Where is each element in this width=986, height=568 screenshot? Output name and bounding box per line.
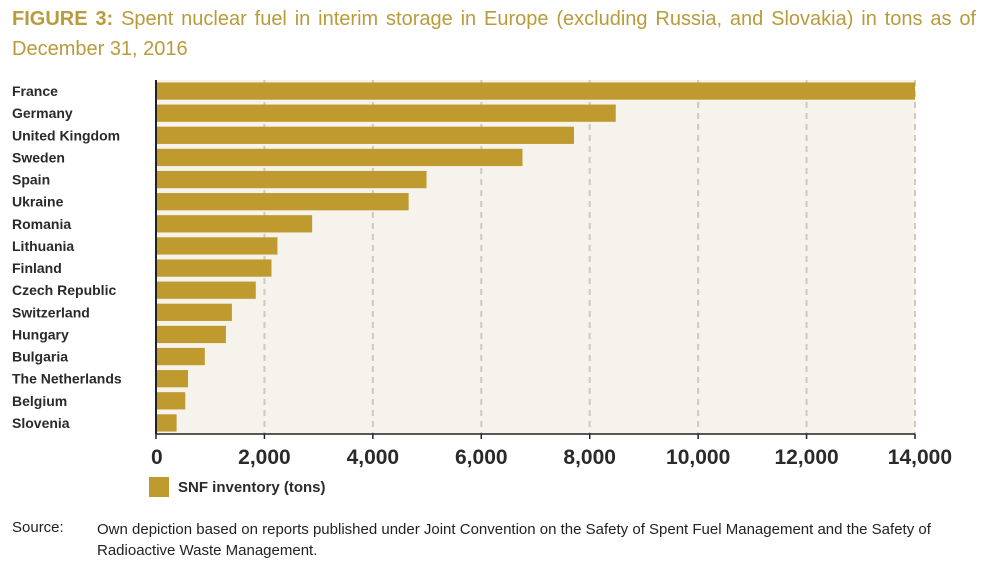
bar: [156, 370, 188, 388]
category-label: Switzerland: [12, 304, 90, 320]
category-label: United Kingdom: [12, 127, 120, 143]
x-tick-label: 12,000: [774, 446, 838, 469]
category-label: Spain: [12, 172, 50, 188]
bar: [156, 126, 574, 144]
x-tick-label: 14,000: [888, 446, 952, 469]
category-label: Lithuania: [12, 238, 74, 254]
category-label: Slovenia: [12, 415, 70, 431]
category-label: Sweden: [12, 149, 65, 165]
bar: [156, 414, 177, 432]
x-tick-label: 4,000: [347, 446, 400, 469]
source-text: Own depiction based on reports published…: [97, 521, 931, 559]
bar: [156, 281, 256, 299]
bar: [156, 170, 427, 189]
category-label: Belgium: [12, 393, 67, 409]
x-tick-label: 6,000: [455, 446, 508, 469]
bar: [156, 215, 313, 233]
category-label: Finland: [12, 260, 62, 276]
bar: [156, 325, 226, 344]
bar: [156, 237, 278, 255]
category-label: Czech Republic: [12, 282, 116, 298]
bar-chart: France Germany United Kingdom Sweden Spain Uk…: [12, 80, 952, 469]
x-tick-label: 10,000: [666, 446, 730, 469]
bar: [156, 104, 616, 122]
x-tick-label: 8,000: [563, 446, 616, 469]
bar: [156, 347, 205, 366]
source-label: Source:: [12, 519, 64, 536]
legend-swatch: [149, 477, 169, 497]
bar: [156, 82, 915, 100]
x-tick-label: 2,000: [238, 446, 291, 469]
category-label: Hungary: [12, 326, 69, 342]
figure-number: FIGURE 3:: [12, 8, 114, 30]
bar: [156, 193, 409, 211]
category-label: Bulgaria: [12, 349, 68, 365]
bar: [156, 148, 523, 167]
category-label: France: [12, 83, 58, 99]
category-label: Ukraine: [12, 194, 64, 210]
bar: [156, 259, 272, 277]
category-label: The Netherlands: [12, 371, 122, 387]
legend-label: SNF inventory (tons): [178, 478, 326, 496]
legend: SNF inventory (tons): [149, 477, 326, 497]
figure-caption: Spent nuclear fuel in interim storage in…: [12, 8, 976, 60]
chart-title: FIGURE 3: Spent nuclear fuel in interim …: [12, 4, 976, 64]
bar: [156, 303, 232, 321]
x-tick-label: 0: [151, 446, 163, 469]
category-label: Germany: [12, 105, 73, 121]
category-label: Romania: [12, 216, 71, 232]
bar: [156, 392, 186, 410]
